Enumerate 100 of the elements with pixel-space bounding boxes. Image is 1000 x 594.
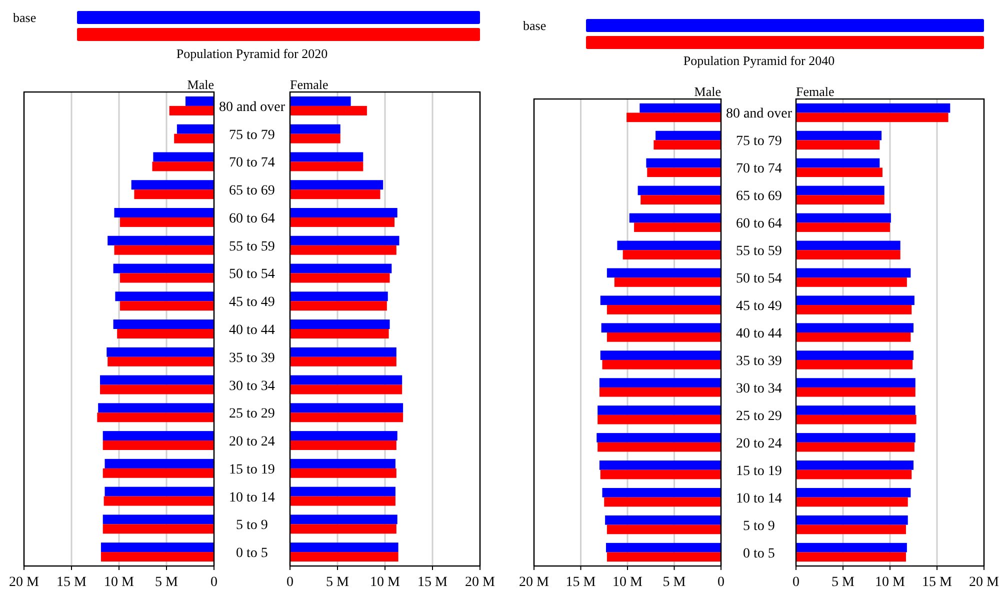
bar [176, 124, 214, 134]
y-tick-label: 50 to 54 [736, 272, 782, 287]
bar [596, 433, 721, 442]
bar [100, 375, 214, 385]
bar [599, 378, 721, 388]
y-tick-label: 65 to 69 [229, 184, 275, 199]
text: Population Pyramid for 2020 [176, 46, 328, 61]
bar [796, 305, 912, 314]
bar [614, 278, 721, 287]
bar [796, 542, 907, 552]
y-tick-label: 20 to 24 [736, 436, 782, 452]
y-tick-label: 35 to 39 [229, 350, 275, 366]
bar [796, 158, 880, 168]
bar [290, 347, 396, 357]
bar [796, 460, 914, 470]
bar [290, 412, 404, 422]
y-tick-label: 25 to 29 [736, 408, 782, 424]
bar [640, 195, 721, 204]
bar [114, 208, 214, 218]
bar [622, 250, 721, 260]
y-tick-label: 5 to 9 [743, 518, 775, 534]
y-tick-label: 45 to 49 [736, 299, 782, 314]
bar [606, 524, 721, 534]
y-tick-label: 5 to 9 [236, 518, 268, 534]
x-tick-label: 0 [718, 575, 724, 590]
bar [626, 112, 721, 122]
y-tick-label: 75 to 79 [229, 128, 275, 143]
bar [290, 134, 340, 144]
x-tick-label: 5 M [832, 575, 856, 590]
bar [606, 542, 721, 552]
y-tick-label: 60 to 64 [736, 216, 782, 232]
y-tick-label: 75 to 79 [736, 134, 782, 150]
bar [114, 245, 214, 255]
bar [796, 497, 908, 507]
bar [97, 412, 214, 422]
bar [606, 552, 721, 562]
bar [131, 180, 214, 190]
bar [120, 273, 214, 283]
bar [290, 190, 380, 200]
y-tick-label: 80 and over [726, 106, 792, 122]
bar [169, 106, 214, 116]
x-tick-label: 10 M [104, 575, 135, 590]
bar [796, 186, 884, 196]
bar [290, 124, 340, 134]
bar [290, 524, 396, 534]
bar [290, 552, 398, 562]
text: Population Pyramid for 2040 [683, 53, 835, 68]
bar [104, 496, 214, 506]
bar [290, 264, 392, 274]
y-tick-label: 55 to 59 [736, 244, 782, 260]
bar [654, 140, 721, 150]
x-tick-label: 10 M [875, 575, 906, 590]
bar [290, 292, 388, 302]
bar [290, 208, 398, 218]
bar [796, 268, 911, 278]
bar [290, 273, 390, 283]
bar [646, 158, 721, 168]
x-tick-label: 5 M [155, 575, 179, 590]
bar [629, 213, 721, 223]
bar [134, 190, 214, 200]
bar [598, 442, 721, 452]
bar [796, 140, 880, 150]
bar [796, 414, 916, 424]
bar [606, 332, 721, 342]
y-tick-label: 10 to 14 [229, 490, 275, 506]
y-tick-label: 10 to 14 [736, 491, 782, 506]
bar [796, 195, 884, 204]
y-tick-label: 60 to 64 [229, 211, 275, 226]
bar [796, 296, 914, 306]
x-tick-label: 15 M [922, 575, 953, 590]
bar [796, 406, 916, 415]
bar [117, 329, 214, 338]
bar [290, 384, 402, 394]
bar [290, 180, 384, 190]
bar [290, 458, 396, 468]
bar [600, 350, 721, 360]
bar [100, 384, 214, 394]
bar [599, 460, 721, 470]
bar [600, 296, 721, 306]
x-tick-label: 0 [792, 575, 800, 590]
bar [290, 514, 398, 524]
bar [102, 514, 214, 524]
bar [601, 323, 721, 332]
chart-subtitle: Male [694, 84, 722, 99]
bar [290, 468, 396, 478]
y-tick-label: 15 to 19 [229, 462, 275, 478]
x-tick-label: 15 M [56, 575, 88, 590]
bar [115, 292, 214, 302]
x-tick-label: 5 M [326, 575, 350, 590]
bar [634, 222, 721, 232]
y-tick-label: 50 to 54 [229, 267, 275, 282]
y-tick-label: 30 to 34 [229, 378, 275, 394]
bar [290, 542, 398, 552]
y-tick-label: 65 to 69 [736, 189, 782, 204]
bar [290, 375, 402, 385]
y-tick-label: 35 to 39 [736, 354, 782, 369]
bar [290, 96, 351, 106]
bar [290, 440, 396, 450]
bar [290, 320, 390, 329]
bar [290, 403, 404, 413]
